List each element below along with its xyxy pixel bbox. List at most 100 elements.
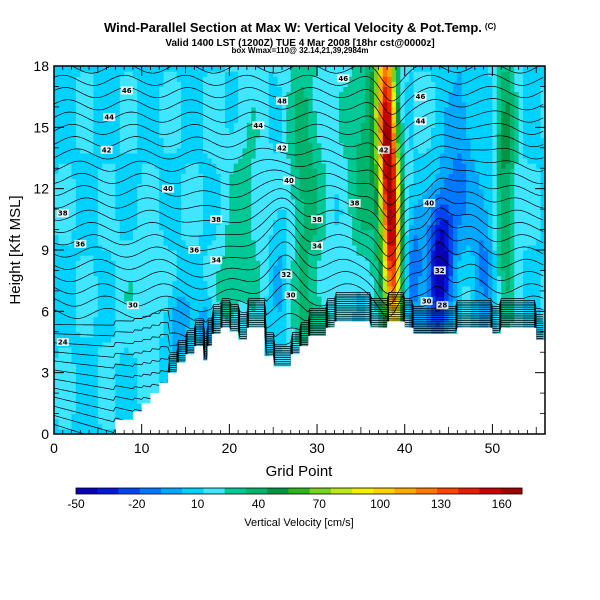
velocity-cell [194, 112, 200, 118]
velocity-cell [124, 239, 130, 246]
velocity-cell [80, 275, 86, 282]
velocity-cell [119, 255, 125, 261]
velocity-cell [176, 316, 182, 323]
velocity-cell [75, 76, 81, 82]
velocity-cell [211, 188, 217, 195]
velocity-cell [102, 193, 108, 200]
velocity-cell [321, 163, 327, 169]
velocity-cell [203, 311, 209, 318]
velocity-cell [67, 178, 73, 185]
velocity-cell [124, 132, 130, 139]
velocity-cell [119, 198, 125, 205]
velocity-cell [251, 112, 257, 118]
velocity-cell [150, 255, 156, 261]
velocity-cell [321, 188, 327, 195]
velocity-cell [84, 336, 90, 343]
velocity-cell [84, 357, 90, 364]
velocity-cell [330, 158, 336, 164]
velocity-cell [75, 316, 81, 323]
velocity-cell [286, 168, 292, 174]
velocity-cell [277, 265, 283, 272]
velocity-cell [194, 101, 200, 108]
chart-title-suffix: (C) [484, 22, 497, 31]
velocity-cell [137, 71, 143, 77]
velocity-cell [242, 117, 248, 123]
velocity-cell [80, 204, 86, 210]
velocity-cell [264, 198, 270, 205]
velocity-cell [119, 193, 125, 200]
velocity-cell [84, 423, 90, 430]
velocity-cell [246, 209, 252, 215]
velocity-cell [286, 193, 292, 200]
velocity-cell [58, 255, 64, 261]
velocity-cell [299, 91, 305, 98]
velocity-cell [334, 188, 340, 195]
velocity-cell [242, 152, 248, 159]
velocity-cell [207, 91, 213, 98]
velocity-cell [163, 81, 169, 88]
velocity-cell [286, 106, 292, 113]
velocity-cell [277, 280, 283, 287]
velocity-cell [141, 96, 147, 103]
velocity-cell [62, 137, 68, 144]
velocity-cell [281, 301, 287, 307]
velocity-cell [154, 357, 160, 364]
velocity-cell [290, 285, 296, 292]
velocity-cell [159, 239, 165, 246]
velocity-cell [181, 265, 187, 272]
velocity-cell [80, 193, 86, 200]
velocity-cell [338, 168, 344, 174]
velocity-cell [330, 234, 336, 241]
velocity-cell [308, 198, 314, 205]
velocity-cell [102, 306, 108, 312]
velocity-cell [84, 275, 90, 282]
velocity-cell [137, 372, 143, 379]
velocity-cell [137, 142, 143, 149]
velocity-cell [347, 301, 353, 307]
velocity-cell [128, 362, 134, 369]
velocity-cell [137, 147, 143, 154]
velocity-cell [137, 219, 143, 226]
velocity-cell [154, 326, 160, 333]
velocity-cell [132, 403, 138, 410]
velocity-cell [115, 91, 121, 98]
velocity-cell [224, 234, 230, 241]
velocity-cell [203, 280, 209, 287]
velocity-cell [203, 244, 209, 251]
velocity-cell [71, 224, 77, 231]
velocity-cell [102, 418, 108, 425]
velocity-cell [106, 127, 112, 134]
velocity-cell [299, 173, 305, 180]
velocity-cell [295, 198, 301, 205]
velocity-cell [194, 193, 200, 200]
velocity-cell [216, 122, 222, 128]
velocity-cell [137, 331, 143, 338]
velocity-cell [97, 413, 103, 420]
velocity-cell [163, 96, 169, 103]
velocity-cell [106, 362, 112, 369]
velocity-cell [229, 198, 235, 205]
velocity-cell [251, 239, 257, 246]
velocity-cell [216, 193, 222, 200]
velocity-cell [119, 342, 125, 348]
velocity-cell [347, 214, 353, 220]
velocity-cell [181, 96, 187, 103]
velocity-cell [146, 158, 152, 164]
velocity-cell [163, 147, 169, 154]
velocity-cell [207, 122, 213, 128]
velocity-cell [80, 403, 86, 410]
velocity-cell [189, 219, 195, 226]
velocity-cell [286, 306, 292, 312]
velocity-cell [185, 183, 191, 190]
velocity-cell [281, 117, 287, 123]
velocity-cell [251, 183, 257, 190]
velocity-cell [71, 71, 77, 77]
velocity-cell [303, 198, 309, 205]
velocity-cell [163, 352, 169, 358]
velocity-cell [62, 275, 68, 282]
velocity-cell [308, 270, 314, 277]
velocity-cell [312, 101, 318, 108]
velocity-cell [62, 393, 68, 399]
velocity-cell [268, 290, 274, 297]
velocity-cell [80, 260, 86, 266]
